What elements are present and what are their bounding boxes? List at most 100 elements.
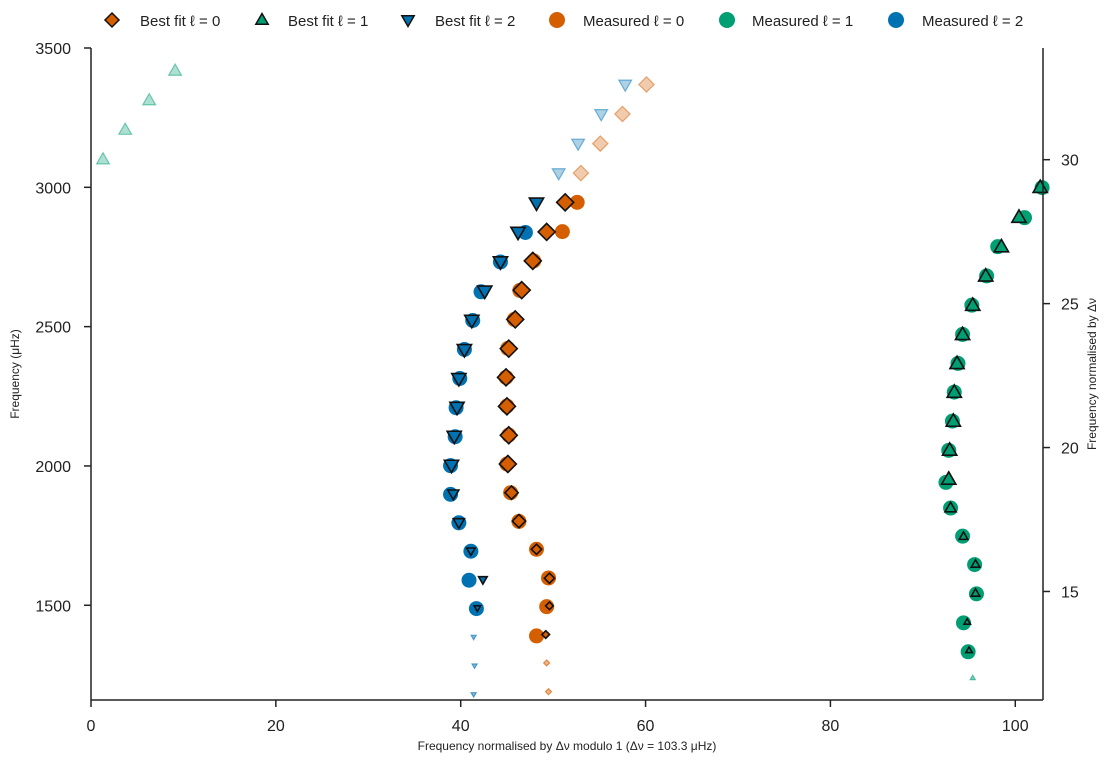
- best-fit-l-1-marker: [962, 617, 972, 625]
- best-fit-l-1-marker: [964, 645, 974, 654]
- best-fit-l-1-marker: [1010, 208, 1028, 224]
- best-fit-l-0-marker: [497, 396, 517, 416]
- best-fit-l-2-marker: [448, 401, 466, 417]
- best-fit-l-2-marker: [446, 489, 461, 502]
- best-fit-l-0-marker: [511, 513, 527, 529]
- legend-item-best-fit-l-0: Best fit ℓ = 0: [103, 11, 220, 30]
- best-fit-l-0-marker: [613, 105, 631, 123]
- best-fit-l-2-marker: [445, 430, 463, 446]
- best-fit-l-1-marker: [992, 237, 1010, 253]
- right-y-axis-title: Frequency normalised by Δν: [1085, 298, 1099, 450]
- best-fit-l-2-marker: [450, 372, 468, 388]
- best-fit-l-1-marker: [964, 296, 982, 312]
- best-fit-l-2-marker: [491, 256, 509, 271]
- best-fit-l-2-marker: [477, 575, 489, 586]
- x-tick-label: 20: [267, 718, 285, 735]
- right-y-tick-label: 15: [1061, 584, 1079, 601]
- legend-marker: [719, 12, 735, 28]
- best-fit-l-0-marker: [591, 135, 609, 153]
- best-fit-l-2-marker: [451, 517, 466, 530]
- best-fit-l-2-marker: [470, 692, 478, 699]
- legend-item-best-fit-l-2: Best fit ℓ = 2: [400, 13, 515, 30]
- best-fit-l-1-marker: [948, 354, 966, 370]
- legend-item-measured-l-1: Measured ℓ = 1: [719, 12, 853, 30]
- best-fit-l-2-marker: [527, 197, 546, 213]
- best-fit-l-1-marker: [141, 92, 157, 106]
- best-fit-l-0-marker: [523, 251, 543, 271]
- measured-l-2-point: [461, 572, 477, 588]
- best-fit-l-2-marker: [617, 79, 633, 93]
- best-fit-l-0-marker: [530, 543, 543, 556]
- x-tick-label: 40: [452, 718, 470, 735]
- best-fit-l-1-marker: [941, 441, 959, 457]
- x-tick-label: 60: [637, 718, 655, 735]
- best-fit-l-2-marker: [442, 459, 460, 475]
- legend-label: Measured ℓ = 1: [752, 13, 853, 30]
- best-fit-l-2-marker: [476, 285, 494, 301]
- y-axis-title: Frequency (μHz): [8, 329, 22, 419]
- best-fit-l-1-marker: [167, 62, 183, 76]
- legend-marker: [103, 11, 121, 29]
- right-y-tick-label: 25: [1061, 297, 1079, 314]
- legend-marker: [888, 12, 904, 28]
- best-fit-l-2-marker: [472, 605, 482, 614]
- measured-l-0-point: [528, 628, 544, 644]
- best-fit-l-1-marker: [969, 587, 982, 598]
- best-fit-l-0-marker: [499, 339, 519, 359]
- legend-label: Best fit ℓ = 2: [435, 13, 515, 30]
- y-tick-label: 3500: [35, 41, 71, 58]
- legend-label: Measured ℓ = 2: [922, 13, 1023, 30]
- best-fit-l-0-marker: [537, 222, 557, 242]
- best-fit-l-1-marker: [95, 151, 111, 165]
- measured-l-0-point: [554, 224, 570, 240]
- best-fit-l-1-marker: [1031, 178, 1049, 194]
- best-fit-l-2-marker: [463, 314, 481, 330]
- best-fit-l-1-marker: [957, 530, 970, 541]
- best-fit-l-0-marker: [637, 76, 655, 93]
- best-fit-l-0-marker: [542, 659, 551, 667]
- legend-item-measured-l-2: Measured ℓ = 2: [888, 12, 1023, 30]
- x-tick-label: 80: [822, 718, 840, 735]
- legend-label: Best fit ℓ = 1: [288, 13, 368, 30]
- best-fit-l-0-marker: [555, 192, 575, 212]
- x-axis-title: Frequency normalised by Δν modulo 1 (Δν …: [418, 739, 717, 753]
- best-fit-l-2-marker: [465, 547, 477, 558]
- measured-l-0-point: [569, 194, 585, 210]
- best-fit-l-1-marker: [945, 383, 963, 399]
- best-fit-l-0-marker: [572, 164, 590, 182]
- best-fit-l-1-marker: [117, 121, 133, 135]
- best-fit-l-1-marker: [969, 558, 982, 569]
- legend-item-best-fit-l-1: Best fit ℓ = 1: [254, 11, 368, 30]
- right-y-tick-label: 20: [1061, 441, 1079, 458]
- best-fit-l-0-marker: [544, 600, 555, 611]
- legend-label: Measured ℓ = 0: [583, 13, 684, 30]
- best-fit-l-0-marker: [543, 572, 556, 585]
- best-fit-l-2-marker: [593, 109, 609, 122]
- legend: Best fit ℓ = 0 Best fit ℓ = 1 Best fit ℓ =…: [103, 11, 1023, 30]
- best-fit-l-0-marker: [499, 425, 519, 445]
- best-fit-l-2-marker: [455, 343, 473, 359]
- best-fit-l-2-marker: [570, 138, 586, 152]
- best-fit-l-0-marker: [512, 280, 532, 300]
- best-fit-l-2-marker: [509, 226, 527, 242]
- plot-marks: [95, 62, 1050, 699]
- x-tick-label: 100: [1002, 718, 1029, 735]
- best-fit-l-2-marker: [551, 168, 567, 182]
- y-tick-label: 2500: [35, 320, 71, 337]
- y-tick-label: 1500: [35, 598, 71, 615]
- best-fit-l-2-marker: [470, 634, 478, 641]
- best-fit-l-0-marker: [544, 687, 553, 696]
- best-fit-l-1-marker: [954, 325, 972, 341]
- best-fit-l-1-marker: [977, 267, 995, 282]
- best-fit-l-2-marker: [471, 663, 479, 670]
- y-tick-label: 2000: [35, 459, 71, 476]
- best-fit-l-1-marker: [943, 500, 958, 513]
- right-y-tick-label: 30: [1061, 153, 1079, 170]
- best-fit-l-0-marker: [540, 629, 551, 640]
- best-fit-l-0-marker: [503, 484, 520, 501]
- best-fit-l-0-marker: [505, 309, 525, 330]
- best-fit-l-1-marker: [940, 470, 958, 485]
- best-fit-l-1-marker: [969, 674, 977, 681]
- axes: 0 20 40 60 80 100 1500 2000 2500 3000 3500 15 20 25 30: [35, 41, 1078, 735]
